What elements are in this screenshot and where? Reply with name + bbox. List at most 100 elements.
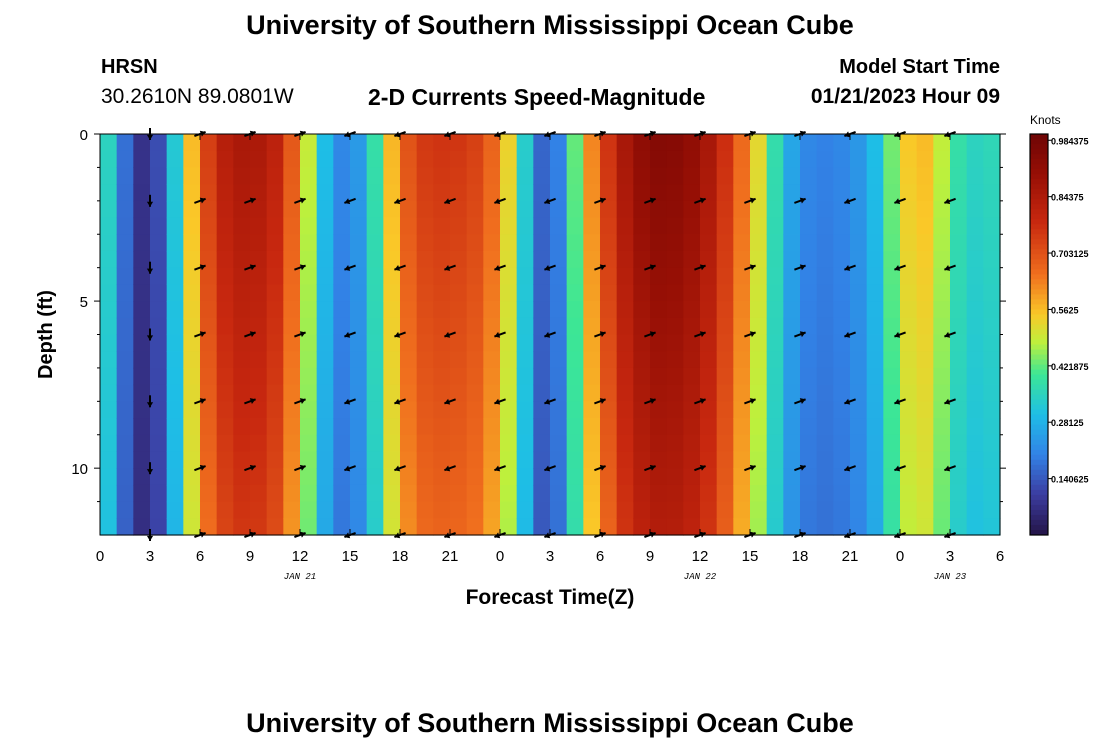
heatmap-cell bbox=[816, 351, 834, 369]
heatmap-cell bbox=[966, 250, 984, 269]
x-tick-label: 18 bbox=[392, 548, 409, 565]
heatmap-cell bbox=[750, 267, 768, 285]
heatmap-cell bbox=[116, 234, 134, 252]
heatmap-cell bbox=[200, 284, 218, 302]
heatmap-cell bbox=[333, 301, 351, 319]
heatmap-cell bbox=[233, 351, 251, 369]
heatmap-cell bbox=[633, 167, 651, 185]
heatmap-cell bbox=[850, 501, 868, 519]
heatmap-cell bbox=[483, 367, 501, 386]
heatmap-cell bbox=[516, 167, 534, 185]
heatmap-cell bbox=[783, 167, 801, 185]
vector-arrow-head bbox=[344, 398, 351, 405]
heatmap-cell bbox=[300, 501, 318, 519]
heatmap-cell bbox=[550, 250, 568, 269]
colorbar-segment bbox=[1030, 239, 1048, 245]
heatmap-cell bbox=[200, 267, 218, 285]
heatmap-cell bbox=[833, 518, 851, 536]
heatmap-cell bbox=[216, 167, 234, 185]
heatmap-cell bbox=[700, 501, 718, 519]
heatmap-cell bbox=[416, 167, 434, 185]
heatmap-cell bbox=[100, 184, 118, 202]
heatmap-cell bbox=[383, 317, 401, 336]
heatmap-cell bbox=[683, 150, 701, 169]
heatmap-cell bbox=[916, 184, 934, 202]
heatmap-cell bbox=[750, 184, 768, 202]
colorbar-segment bbox=[1030, 284, 1048, 290]
heatmap-cell bbox=[716, 351, 734, 369]
heatmap-cell bbox=[300, 351, 318, 369]
heatmap-cell bbox=[766, 167, 784, 185]
heatmap-cell bbox=[383, 134, 401, 152]
vector-arrow-head bbox=[749, 264, 756, 271]
heatmap-cell bbox=[250, 200, 268, 219]
heatmap-cell bbox=[433, 384, 451, 402]
heatmap-cell bbox=[316, 250, 334, 269]
heatmap-cell bbox=[550, 200, 568, 219]
vector-arrow-head bbox=[599, 197, 606, 204]
heatmap-cell bbox=[600, 367, 618, 386]
heatmap-cell bbox=[100, 418, 118, 436]
heatmap-cell bbox=[850, 351, 868, 369]
heatmap-cell bbox=[750, 384, 768, 402]
heatmap-cell bbox=[583, 167, 601, 185]
heatmap-cell bbox=[550, 367, 568, 386]
heatmap-cell bbox=[800, 200, 818, 219]
heatmap-cell bbox=[216, 134, 234, 152]
heatmap-cell bbox=[316, 418, 334, 436]
heatmap-cell bbox=[716, 167, 734, 185]
heatmap-cell bbox=[616, 317, 634, 336]
heatmap-cell bbox=[866, 217, 884, 235]
heatmap-cell bbox=[616, 351, 634, 369]
heatmap-cell bbox=[450, 317, 468, 336]
colorbar-segment bbox=[1030, 399, 1048, 406]
heatmap-cell bbox=[566, 418, 584, 436]
heatmap-cell bbox=[800, 451, 818, 469]
heatmap-cell bbox=[916, 200, 934, 219]
heatmap-cell bbox=[400, 451, 418, 469]
heatmap-cell bbox=[800, 334, 818, 352]
heatmap-cell bbox=[366, 367, 384, 386]
heatmap-cell bbox=[866, 301, 884, 319]
heatmap-cell bbox=[800, 234, 818, 252]
heatmap-cell bbox=[583, 184, 601, 202]
heatmap-cell bbox=[516, 451, 534, 469]
heatmap-cell bbox=[666, 468, 684, 486]
colorbar-segment bbox=[1030, 214, 1048, 220]
heatmap-cell bbox=[500, 301, 518, 319]
heatmap-cell bbox=[283, 334, 301, 352]
vector-arrow-head bbox=[649, 197, 656, 204]
colorbar-segment bbox=[1030, 469, 1048, 476]
colorbar-segment bbox=[1030, 494, 1048, 501]
vector-arrow-head bbox=[544, 465, 551, 472]
heatmap-cell bbox=[683, 301, 701, 319]
heatmap-cell bbox=[166, 434, 184, 453]
heatmap-cell bbox=[600, 284, 618, 302]
heatmap-cell bbox=[716, 484, 734, 503]
vector-arrow-head bbox=[394, 398, 401, 405]
colorbar-segment bbox=[1030, 464, 1048, 471]
heatmap-cell bbox=[750, 200, 768, 219]
heatmap-cell bbox=[416, 384, 434, 402]
heatmap-cell bbox=[616, 384, 634, 402]
heatmap-cell bbox=[766, 451, 784, 469]
heatmap-cell bbox=[733, 150, 751, 169]
heatmap-cell bbox=[933, 284, 951, 302]
vector-arrow-head bbox=[894, 532, 901, 539]
heatmap-cell bbox=[366, 501, 384, 519]
heatmap-cell bbox=[216, 217, 234, 235]
x-tick-label: 3 bbox=[146, 548, 154, 565]
heatmap-cell bbox=[983, 451, 1001, 469]
vector-arrow-head bbox=[146, 469, 154, 475]
heatmap-cell bbox=[316, 200, 334, 219]
heatmap-cell bbox=[333, 184, 351, 202]
heatmap-cell bbox=[166, 468, 184, 486]
heatmap-cell bbox=[916, 434, 934, 453]
heatmap-cell bbox=[516, 434, 534, 453]
heatmap-cell bbox=[466, 184, 484, 202]
heatmap-cell bbox=[400, 401, 418, 419]
heatmap-cell bbox=[800, 301, 818, 319]
heatmap-cell bbox=[950, 418, 968, 436]
heatmap-cell bbox=[550, 150, 568, 169]
heatmap-cell bbox=[533, 167, 551, 185]
